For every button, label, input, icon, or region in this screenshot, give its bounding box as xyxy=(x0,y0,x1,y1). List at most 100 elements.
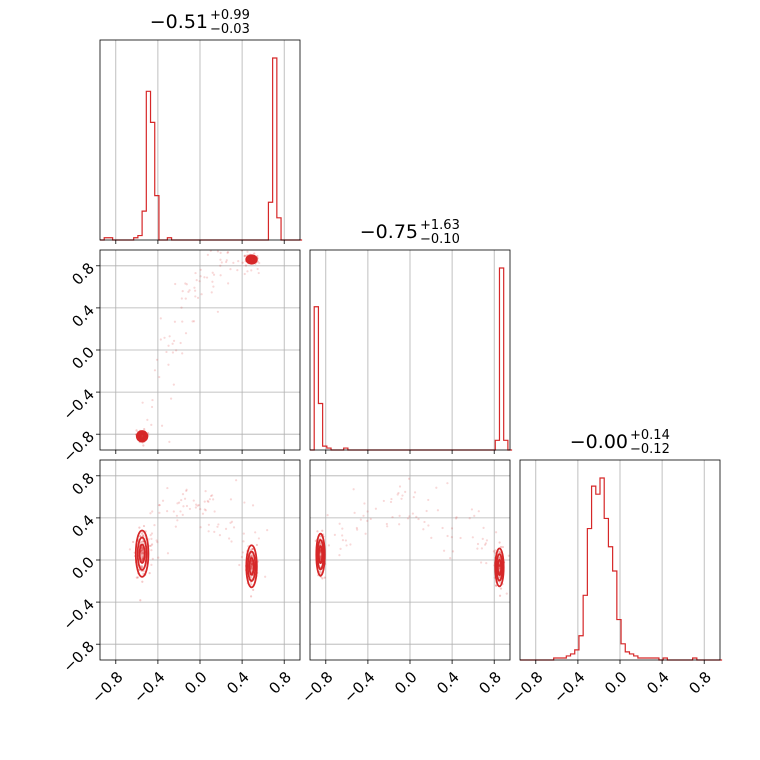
scatter-1-2-point xyxy=(181,290,184,293)
scatter-1-3-ytick-label-3: −0.4 xyxy=(60,595,98,633)
scatter-2-3-point xyxy=(482,526,485,529)
scatter-2-3-point xyxy=(450,536,453,539)
scatter-2-3-point xyxy=(326,514,329,517)
scatter-2-3-point xyxy=(498,581,502,584)
scatter-1-2-point xyxy=(150,423,153,426)
scatter-1-3-point xyxy=(195,503,198,506)
scatter-1-3-point xyxy=(151,510,154,513)
scatter-1-3-point xyxy=(216,525,219,528)
scatter-2-3-point xyxy=(339,547,342,550)
scatter-1-2-point xyxy=(234,237,236,239)
scatter-1-2-point xyxy=(196,296,200,299)
hist-3-bar-11 xyxy=(566,656,570,660)
scatter-2-3-point xyxy=(484,542,487,545)
hist-3-xtick-label-4: 0.8 xyxy=(685,668,715,698)
hist-3-bar-16 xyxy=(587,529,591,660)
scatter-2-3-point xyxy=(341,534,344,537)
scatter-1-3-point xyxy=(148,572,151,575)
scatter-1-3-point xyxy=(136,576,140,579)
hist-3-step-line xyxy=(520,477,723,661)
scatter-2-3-point xyxy=(498,563,501,567)
scatter-1-2-point xyxy=(226,251,229,255)
scatter-1-3-point xyxy=(240,555,244,559)
scatter-1-3-ytick-label-2: 0.0 xyxy=(68,553,98,583)
panel-title-3-upper: +0.14 xyxy=(630,428,670,443)
scatter-1-2-point xyxy=(219,264,222,267)
scatter-1-3-point xyxy=(230,520,234,523)
hist-1-bar-41 xyxy=(273,58,277,240)
scatter-1-3-points xyxy=(128,479,269,602)
scatter-1-2-point xyxy=(159,338,162,341)
scatter-1-2-point xyxy=(257,271,260,275)
scatter-2-3-xtick-label-0: −0.8 xyxy=(298,668,336,706)
scatter-1-3-mode-1-contour-1 xyxy=(134,529,150,578)
scatter-2-3-point xyxy=(415,515,418,518)
scatter-1-2-point xyxy=(220,261,223,264)
panel-title-1-upper: +0.99 xyxy=(210,8,250,23)
scatter-1-3-point xyxy=(230,540,233,543)
scatter-1-2-point xyxy=(243,254,246,257)
scatter-1-3-point xyxy=(196,504,199,507)
scatter-1-2-ytick-label-4: −0.8 xyxy=(60,427,98,465)
scatter-1-3-point xyxy=(150,543,154,546)
hist-2-bar-45 xyxy=(499,268,503,450)
scatter-1-3-point xyxy=(213,510,216,513)
scatter-1-3-point xyxy=(224,527,228,530)
hist-3-xtick-label-2: 0.0 xyxy=(601,668,631,698)
scatter-2-3-point xyxy=(398,523,401,526)
scatter-1-2-point xyxy=(172,339,176,342)
scatter-1-2-point xyxy=(193,286,196,289)
scatter-2-3-point xyxy=(352,488,355,491)
scatter-1-3-point xyxy=(141,534,145,537)
scatter-2-3-point xyxy=(499,545,503,549)
hist-3-bar-14 xyxy=(579,636,583,660)
scatter-1-3-point xyxy=(132,540,135,544)
scatter-1-3-point xyxy=(197,503,200,507)
scatter-1-2-point xyxy=(206,253,209,256)
scatter-1-3-mode-2-contour-3 xyxy=(248,556,255,576)
scatter-1-2-point xyxy=(159,317,162,320)
scatter-2-3-xtick-label-2: 0.0 xyxy=(391,668,421,698)
scatter-2-3-point xyxy=(495,584,498,587)
scatter-1-2-point xyxy=(225,260,228,264)
scatter-2-3-point xyxy=(425,509,428,513)
hist-2-bar-44 xyxy=(495,440,499,450)
scatter-2-3-point xyxy=(501,545,505,549)
scatter-2-3-point xyxy=(485,561,488,565)
scatter-2-3-point xyxy=(408,477,411,480)
scatter-2-3-point xyxy=(455,516,458,519)
scatter-1-2-point xyxy=(172,383,175,386)
scatter-1-2-point xyxy=(210,291,213,294)
hist-1-bar-42 xyxy=(277,218,281,240)
scatter-1-2-ytick-label-2: 0.0 xyxy=(68,343,98,373)
scatter-2-3-point xyxy=(353,511,356,514)
scatter-1-3-point xyxy=(141,551,144,554)
scatter-1-3-point xyxy=(250,554,253,557)
scatter-1-3-point xyxy=(135,576,138,579)
hist-3-bar-25 xyxy=(625,652,629,660)
scatter-2-3-point xyxy=(454,517,458,520)
scatter-2-3-point xyxy=(517,585,519,587)
scatter-1-3-point xyxy=(139,535,142,538)
scatter-2-3-point xyxy=(318,570,321,573)
scatter-2-3-point xyxy=(494,549,497,552)
scatter-1-2-points xyxy=(134,237,261,447)
scatter-1-2-point xyxy=(200,293,203,296)
scatter-1-3-ytick-label-1: 0.4 xyxy=(68,511,98,541)
scatter-1-3-point xyxy=(250,562,253,565)
scatter-2-3-point xyxy=(507,554,510,557)
scatter-1-2-point xyxy=(243,254,246,258)
scatter-2-3-point xyxy=(389,500,393,504)
scatter-1-2-point xyxy=(151,398,154,402)
scatter-1-3-point xyxy=(238,563,241,567)
hist-3-bar-19 xyxy=(600,478,604,660)
scatter-1-2-point xyxy=(184,332,188,335)
scatter-1-3-point xyxy=(204,490,207,493)
scatter-2-3-point xyxy=(498,555,501,558)
scatter-1-3-point xyxy=(249,554,253,558)
scatter-1-3-point xyxy=(172,510,175,513)
scatter-1-2-point xyxy=(249,245,251,247)
scatter-1-2-point xyxy=(236,269,239,272)
scatter-1-3-point xyxy=(141,548,144,551)
scatter-1-3-point xyxy=(194,506,197,509)
